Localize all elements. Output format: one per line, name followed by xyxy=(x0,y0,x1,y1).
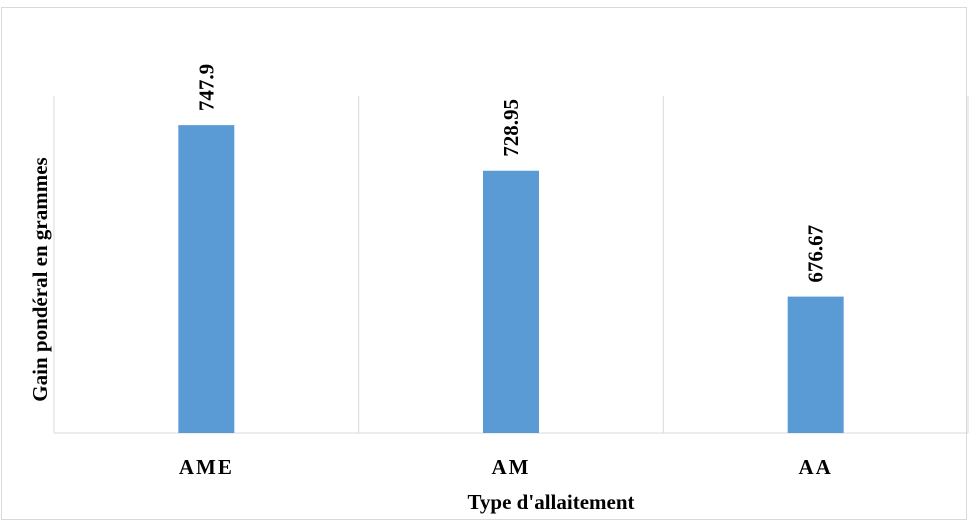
bars xyxy=(178,125,844,433)
x-tick-label-am: AM xyxy=(492,455,531,479)
x-tick-labels: AME AM AA xyxy=(179,455,832,479)
data-label-ame: 747.9 xyxy=(194,64,218,111)
x-tick-label-ame: AME xyxy=(179,455,234,479)
y-axis-title: Gain pondéral en grammes xyxy=(28,157,52,401)
bar-am xyxy=(483,170,539,433)
data-label-am: 728.95 xyxy=(499,99,523,157)
bar-aa xyxy=(787,296,844,433)
x-tick-label-aa: AA xyxy=(798,455,832,479)
x-axis-title: Type d'allaitement xyxy=(467,490,634,514)
data-label-aa: 676.67 xyxy=(804,225,828,283)
data-labels: 747.9 728.95 676.67 xyxy=(194,64,827,283)
bar-ame xyxy=(178,125,235,433)
